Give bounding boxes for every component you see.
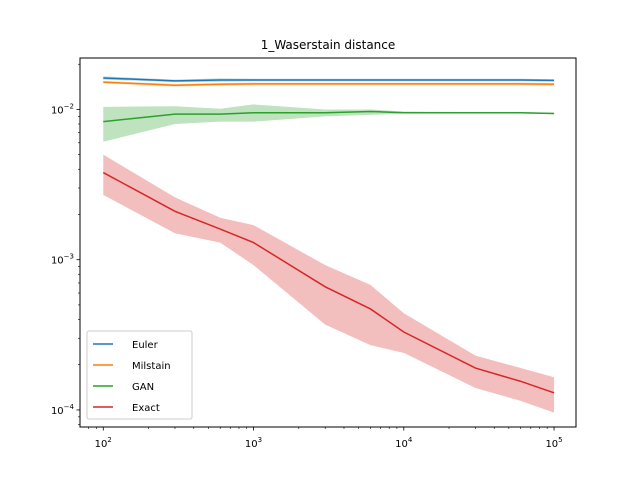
series-line-exact	[102, 171, 555, 394]
plot-area-frame	[79, 57, 577, 428]
y-tick-label: 10−3	[51, 253, 74, 267]
legend-label-gan: GAN	[132, 382, 154, 393]
chart-title: 1_Waserstain distance	[261, 38, 396, 52]
legend-label-euler: Euler	[132, 340, 159, 351]
axis-ticks: 102 103 104 105 10−4 10−3 10−2	[51, 63, 563, 450]
y-tick-label: 10−4	[51, 403, 75, 417]
y-tick-label: 10−2	[51, 102, 74, 116]
legend: Euler Milstain GAN Exact	[86, 330, 193, 420]
series-lines	[102, 77, 555, 394]
x-tick-label: 103	[245, 436, 262, 450]
series-line-gan	[103, 110, 555, 123]
legend-label-exact: Exact	[132, 403, 160, 414]
series-line-euler	[103, 77, 555, 82]
band-exact	[103, 154, 555, 413]
x-tick-label: 105	[545, 436, 562, 450]
x-tick-label: 102	[95, 436, 112, 450]
legend-label-milstain: Milstain	[132, 361, 171, 372]
x-tick-label: 104	[395, 436, 413, 450]
series-line-milstain	[103, 81, 555, 86]
legend-box	[86, 330, 193, 420]
